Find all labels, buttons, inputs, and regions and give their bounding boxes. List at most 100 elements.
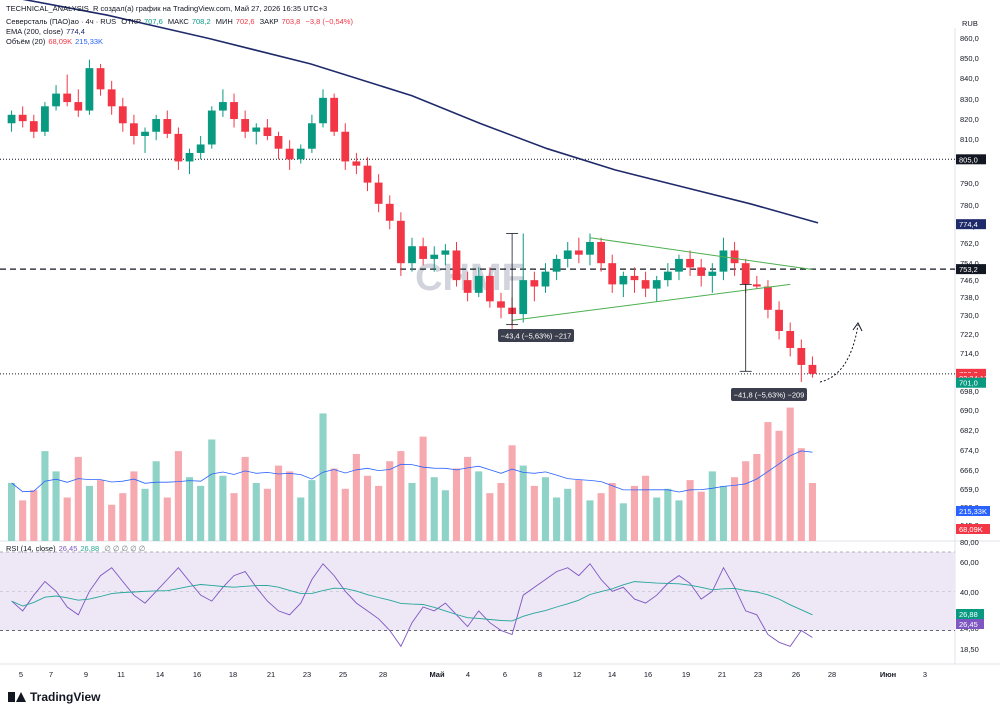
time-tick-label: 16 (193, 670, 201, 679)
candle-body (519, 280, 528, 315)
rsi-label: 26,45 (959, 620, 978, 629)
candle-body (96, 68, 105, 90)
candle-body (697, 267, 706, 276)
time-tick-label: 26 (792, 670, 800, 679)
projection-arrow (819, 324, 859, 383)
volume-bar (553, 497, 561, 541)
measure-tools[interactable]: −43,4 (−5,63%) −217 −41,8 (−5,63%) −209 (498, 233, 863, 401)
volume-bar (664, 488, 672, 541)
price-tick-label: 780,0 (960, 201, 979, 210)
volume-bar (8, 483, 16, 541)
horizontal-levels[interactable] (0, 158, 955, 375)
symbol-name[interactable]: Северсталь (ПАО)ао · 4ч · RUS (6, 17, 117, 26)
projection-arrow-head (852, 322, 863, 332)
time-tick-label: 18 (229, 670, 237, 679)
volume-bar (775, 430, 783, 541)
tradingview-logo[interactable]: TradingView (8, 690, 100, 704)
time-tick-label: 8 (538, 670, 542, 679)
price-tick-label: 682,0 (960, 426, 979, 435)
triangle-pattern[interactable] (512, 237, 813, 321)
volume-bar (297, 497, 305, 541)
candle-body (385, 203, 394, 221)
volume-label: 68,09K (959, 525, 983, 534)
publish-line: TECHNICAL_ANALYSIS_R создал(а) график на… (6, 4, 328, 13)
rsi-tick-label: 18,50 (960, 645, 979, 654)
open-value: 707,6 (144, 17, 163, 26)
ema-line[interactable] (6, 0, 819, 224)
currency-label: RUB (962, 19, 978, 28)
rsi-line (11, 563, 813, 648)
candle-body (463, 280, 472, 293)
candle-body (764, 286, 772, 310)
candle-body (74, 102, 83, 111)
time-tick-label: 19 (682, 670, 690, 679)
tradingview-logo-icon (8, 692, 26, 702)
volume-bar (419, 436, 427, 541)
price-tick-label: 860,0 (960, 34, 979, 43)
candle-body (29, 121, 38, 132)
candle-body (452, 250, 461, 281)
volume-label-bg (956, 524, 990, 534)
price-tick-label: 820,0 (960, 115, 979, 124)
candle-body (641, 280, 650, 289)
candle-body (163, 119, 172, 134)
candle-body (652, 280, 661, 289)
volume-bar (430, 477, 438, 541)
rsi-label-bg (956, 609, 984, 619)
rsi-value-1: 26,45 (58, 544, 78, 553)
rsi-legend[interactable]: RSI (14, close) 26,45 26,88 ∅ ∅ ∅ ∅ ∅ (6, 544, 148, 553)
volume-bar (41, 451, 49, 541)
volume-bar (319, 413, 327, 541)
candle-body (207, 110, 216, 145)
time-tick-label: 9 (84, 670, 88, 679)
volume-bar (63, 497, 71, 541)
time-tick-label: 23 (303, 670, 311, 679)
candle-body (330, 97, 339, 132)
time-tick-label: 25 (339, 670, 347, 679)
measure-1-label: −43,4 (−5,63%) −217 (501, 332, 572, 341)
measure-2-label: −41,8 (−5,63%) −209 (734, 391, 805, 400)
candle-body (775, 309, 783, 332)
candle-body (530, 280, 539, 287)
time-tick-label: 6 (503, 670, 507, 679)
price-tick-label: 722,0 (960, 330, 979, 339)
time-axis[interactable]: 5 7 9 11 14 16 18 21 23 25 28 Май 4 6 8 12 14 16 19 21 23 26 2… (19, 670, 927, 679)
volume-bar (686, 480, 694, 541)
time-tick-label: 3 (923, 670, 927, 679)
volume-bar (185, 477, 194, 541)
candle-body (285, 148, 294, 160)
candle-body (474, 275, 483, 293)
time-tick-label: Июн (880, 670, 896, 679)
volume-bar (141, 488, 149, 541)
volume-bar (575, 480, 583, 541)
rsi-label: RSI (14, close) (6, 544, 56, 553)
volume-legend[interactable]: Объём (20) 68,09K 215,33K (6, 37, 106, 46)
ema-path (22, 0, 819, 224)
rsi-tick-label: 40,00 (960, 588, 979, 597)
volume-bar (19, 500, 27, 541)
volume-bars (8, 407, 816, 541)
price-axis[interactable]: 860,0850,0840,0830,0820,0810,0800,0790,0… (956, 34, 990, 654)
price-tick-label: 850,0 (960, 54, 979, 63)
candle-body (374, 182, 383, 204)
candle-body (7, 114, 16, 124)
ema-legend[interactable]: EMA (200, close) 774,4 (6, 27, 88, 36)
candle-body (241, 119, 250, 132)
volume-bar (464, 456, 472, 541)
volume-bar (508, 445, 516, 541)
volume-bar (119, 493, 127, 541)
volume-bar (586, 500, 594, 541)
volume-bar (74, 456, 82, 541)
volume-bar (564, 488, 572, 541)
volume-value-2: 215,33K (75, 37, 104, 46)
price-tick-label: 762,0 (960, 239, 979, 248)
volume-bar (330, 468, 338, 541)
candle-body (752, 284, 761, 287)
candle-body (174, 133, 183, 162)
volume-bar (519, 465, 527, 541)
price-tick-label: 659,0 (960, 485, 979, 494)
volume-bar (497, 483, 505, 541)
volume-bar (808, 483, 816, 541)
candle-body (52, 93, 60, 107)
